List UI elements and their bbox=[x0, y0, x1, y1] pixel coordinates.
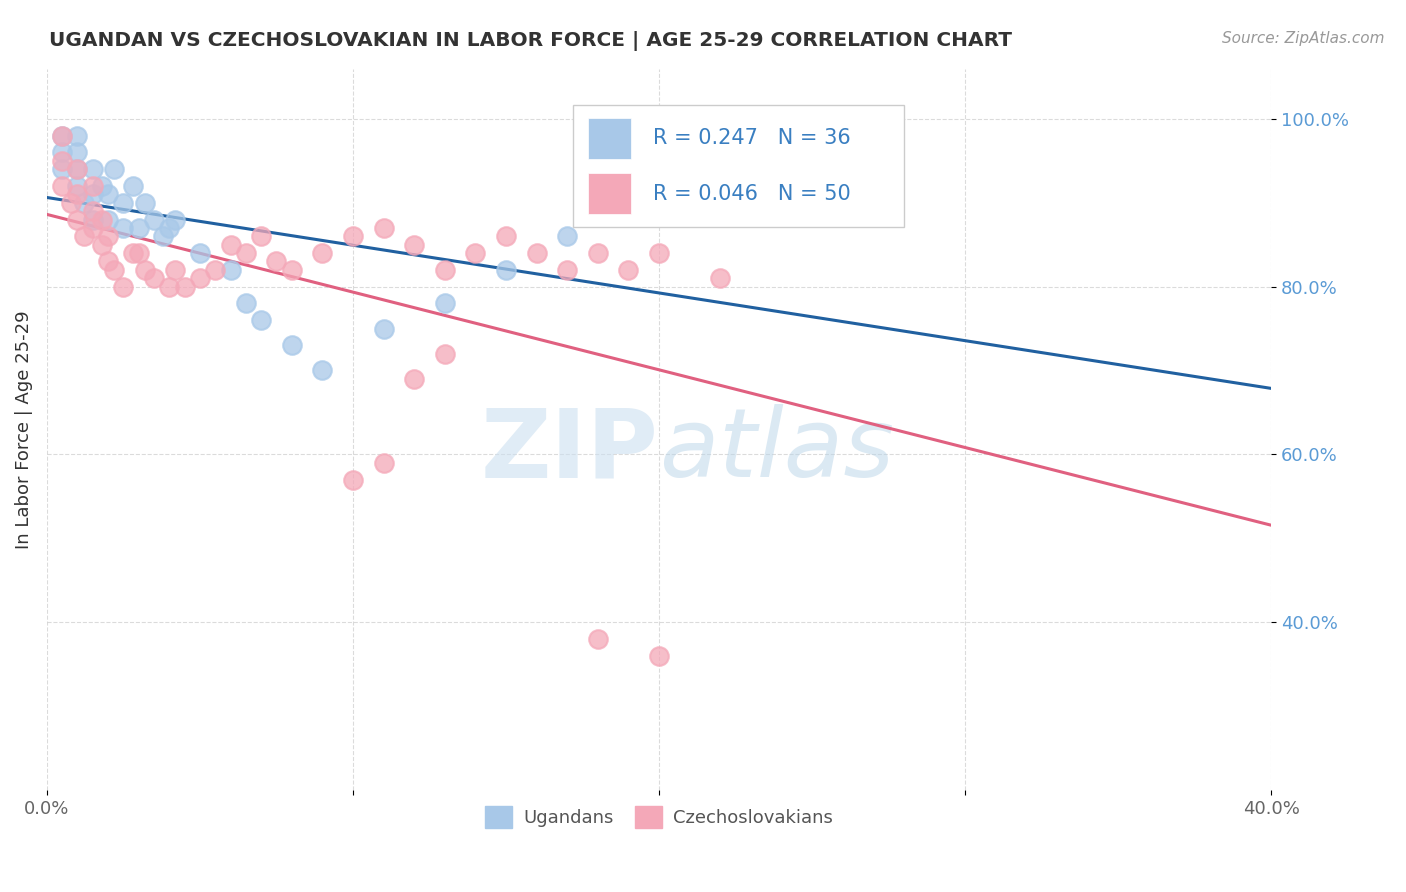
Point bbox=[51, 128, 73, 143]
Point bbox=[165, 212, 187, 227]
Point bbox=[91, 178, 114, 193]
Point bbox=[373, 321, 395, 335]
Point bbox=[121, 246, 143, 260]
Point bbox=[266, 254, 288, 268]
Point bbox=[134, 195, 156, 210]
Point bbox=[51, 178, 73, 193]
Point bbox=[128, 220, 150, 235]
Point bbox=[495, 229, 517, 244]
Bar bbox=[588, 118, 631, 159]
Point bbox=[82, 204, 104, 219]
Point bbox=[311, 246, 333, 260]
Point bbox=[121, 178, 143, 193]
Point bbox=[66, 128, 89, 143]
Point bbox=[586, 632, 609, 646]
Point bbox=[66, 145, 89, 160]
Point bbox=[526, 246, 548, 260]
Point bbox=[66, 162, 89, 177]
Point bbox=[66, 187, 89, 202]
Point bbox=[433, 296, 456, 310]
Point bbox=[103, 162, 125, 177]
Point bbox=[311, 363, 333, 377]
Text: UGANDAN VS CZECHOSLOVAKIAN IN LABOR FORCE | AGE 25-29 CORRELATION CHART: UGANDAN VS CZECHOSLOVAKIAN IN LABOR FORC… bbox=[49, 31, 1012, 51]
Point bbox=[433, 347, 456, 361]
Point bbox=[82, 187, 104, 202]
Point bbox=[97, 187, 120, 202]
Point bbox=[82, 162, 104, 177]
FancyBboxPatch shape bbox=[574, 104, 904, 227]
Point bbox=[433, 263, 456, 277]
Point bbox=[464, 246, 486, 260]
Point bbox=[97, 229, 120, 244]
Text: ZIP: ZIP bbox=[481, 404, 659, 498]
Point bbox=[72, 195, 94, 210]
Point bbox=[173, 279, 195, 293]
Point bbox=[134, 263, 156, 277]
Point bbox=[235, 296, 257, 310]
Point bbox=[373, 456, 395, 470]
Point bbox=[51, 162, 73, 177]
Point bbox=[103, 263, 125, 277]
Point bbox=[219, 237, 242, 252]
Point bbox=[60, 195, 83, 210]
Point bbox=[204, 263, 226, 277]
Point bbox=[617, 263, 640, 277]
Point bbox=[373, 220, 395, 235]
Point bbox=[112, 279, 135, 293]
Point bbox=[586, 246, 609, 260]
Text: Source: ZipAtlas.com: Source: ZipAtlas.com bbox=[1222, 31, 1385, 46]
Point bbox=[157, 220, 180, 235]
Legend: Ugandans, Czechoslovakians: Ugandans, Czechoslovakians bbox=[478, 798, 841, 835]
Point bbox=[250, 313, 273, 327]
Point bbox=[648, 648, 671, 663]
Point bbox=[66, 178, 89, 193]
Point bbox=[72, 229, 94, 244]
Point bbox=[555, 263, 578, 277]
Point bbox=[82, 178, 104, 193]
Point bbox=[51, 128, 73, 143]
Point bbox=[82, 212, 104, 227]
Point bbox=[280, 263, 302, 277]
Point bbox=[165, 263, 187, 277]
Point bbox=[51, 153, 73, 168]
Point bbox=[157, 279, 180, 293]
Point bbox=[51, 145, 73, 160]
Point bbox=[342, 229, 364, 244]
Point bbox=[66, 162, 89, 177]
Point bbox=[709, 178, 731, 193]
Point bbox=[66, 212, 89, 227]
Point bbox=[112, 220, 135, 235]
Point bbox=[235, 246, 257, 260]
Point bbox=[342, 473, 364, 487]
Point bbox=[648, 246, 671, 260]
Bar bbox=[588, 173, 631, 214]
Point bbox=[112, 195, 135, 210]
Point bbox=[219, 263, 242, 277]
Point bbox=[91, 237, 114, 252]
Point bbox=[404, 237, 426, 252]
Point bbox=[617, 204, 640, 219]
Text: R = 0.046   N = 50: R = 0.046 N = 50 bbox=[652, 184, 851, 203]
Point bbox=[188, 271, 211, 285]
Point bbox=[97, 254, 120, 268]
Point bbox=[709, 271, 731, 285]
Point bbox=[555, 229, 578, 244]
Point bbox=[143, 212, 166, 227]
Point bbox=[82, 220, 104, 235]
Text: atlas: atlas bbox=[659, 404, 894, 498]
Point bbox=[91, 212, 114, 227]
Point bbox=[495, 263, 517, 277]
Point bbox=[188, 246, 211, 260]
Point bbox=[97, 212, 120, 227]
Text: R = 0.247   N = 36: R = 0.247 N = 36 bbox=[652, 128, 851, 148]
Point bbox=[152, 229, 174, 244]
Point bbox=[404, 372, 426, 386]
Point bbox=[250, 229, 273, 244]
Y-axis label: In Labor Force | Age 25-29: In Labor Force | Age 25-29 bbox=[15, 310, 32, 549]
Point bbox=[128, 246, 150, 260]
Point bbox=[280, 338, 302, 352]
Point bbox=[143, 271, 166, 285]
